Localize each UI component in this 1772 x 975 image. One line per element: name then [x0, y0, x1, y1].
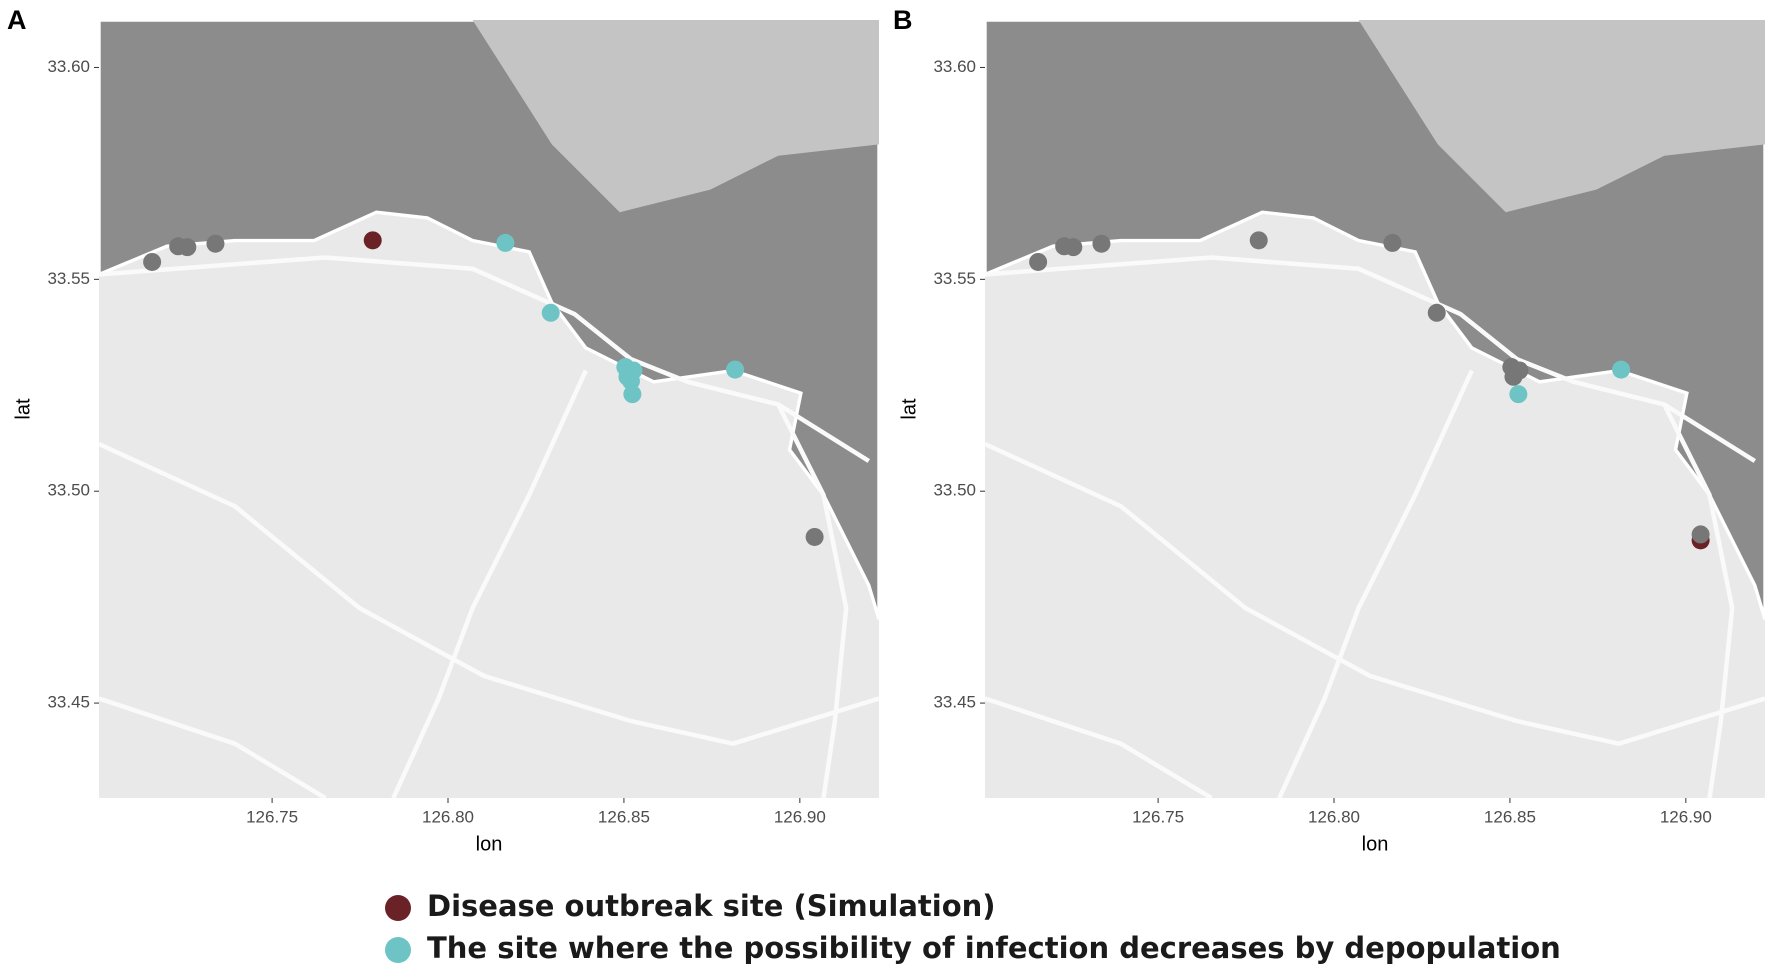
x-tick-label: 126.85: [598, 807, 650, 826]
point: [1427, 303, 1446, 322]
map-layer: [985, 20, 1765, 798]
point: [726, 360, 745, 379]
x-tick-label: 126.85: [1484, 807, 1536, 826]
road: [391, 369, 588, 798]
y-tick-label: 33.55: [47, 269, 90, 288]
y-axis-title: lat: [12, 398, 34, 420]
y-tick-label: 33.50: [933, 481, 976, 500]
point: [143, 252, 162, 271]
point: [805, 527, 824, 546]
y-tick-label: 33.60: [47, 57, 90, 76]
road: [985, 696, 1213, 798]
point: [623, 385, 642, 404]
point: [1509, 385, 1528, 404]
x-tick-label: 126.75: [246, 807, 298, 826]
point: [1504, 367, 1523, 386]
point: [1092, 234, 1111, 253]
y-tick-label: 33.55: [933, 269, 976, 288]
legend-label: The site where the possibility of infect…: [427, 931, 1561, 965]
x-axis-title: lon: [476, 833, 503, 855]
x-tick-label: 126.90: [774, 807, 826, 826]
point: [1691, 525, 1710, 544]
road: [1662, 403, 1735, 798]
legend-label: Disease outbreak site (Simulation): [427, 889, 996, 923]
point: [1249, 231, 1268, 250]
road: [99, 696, 327, 798]
point: [1612, 360, 1631, 379]
panel-label: B: [893, 5, 913, 35]
map-background: [985, 20, 1765, 798]
point: [178, 238, 197, 257]
road: [985, 441, 1765, 747]
point: [206, 234, 225, 253]
road: [985, 255, 1757, 463]
y-axis-title: lat: [898, 398, 920, 420]
y-tick-label: 33.45: [47, 693, 90, 712]
sea-light: [1358, 20, 1765, 213]
y-tick-label: 33.60: [933, 57, 976, 76]
x-tick-label: 126.90: [1660, 807, 1712, 826]
x-tick-label: 126.75: [1132, 807, 1184, 826]
point: [621, 372, 640, 391]
road: [1277, 369, 1474, 798]
point: [541, 303, 560, 322]
legend-key: [385, 895, 411, 921]
sea-light: [472, 20, 879, 213]
legend-key: [385, 937, 411, 963]
x-axis-title: lon: [1362, 833, 1389, 855]
road: [99, 255, 871, 463]
point: [363, 231, 382, 250]
map-background: [99, 20, 879, 798]
x-tick-label: 126.80: [422, 807, 474, 826]
road: [99, 441, 879, 747]
y-tick-label: 33.45: [933, 693, 976, 712]
point: [1029, 252, 1048, 271]
x-tick-label: 126.80: [1308, 807, 1360, 826]
panel-label: A: [7, 5, 27, 35]
point: [1383, 233, 1402, 252]
map-layer: [99, 20, 879, 798]
point: [496, 233, 515, 252]
point: [1064, 238, 1083, 257]
y-tick-label: 33.50: [47, 481, 90, 500]
road: [776, 403, 849, 798]
